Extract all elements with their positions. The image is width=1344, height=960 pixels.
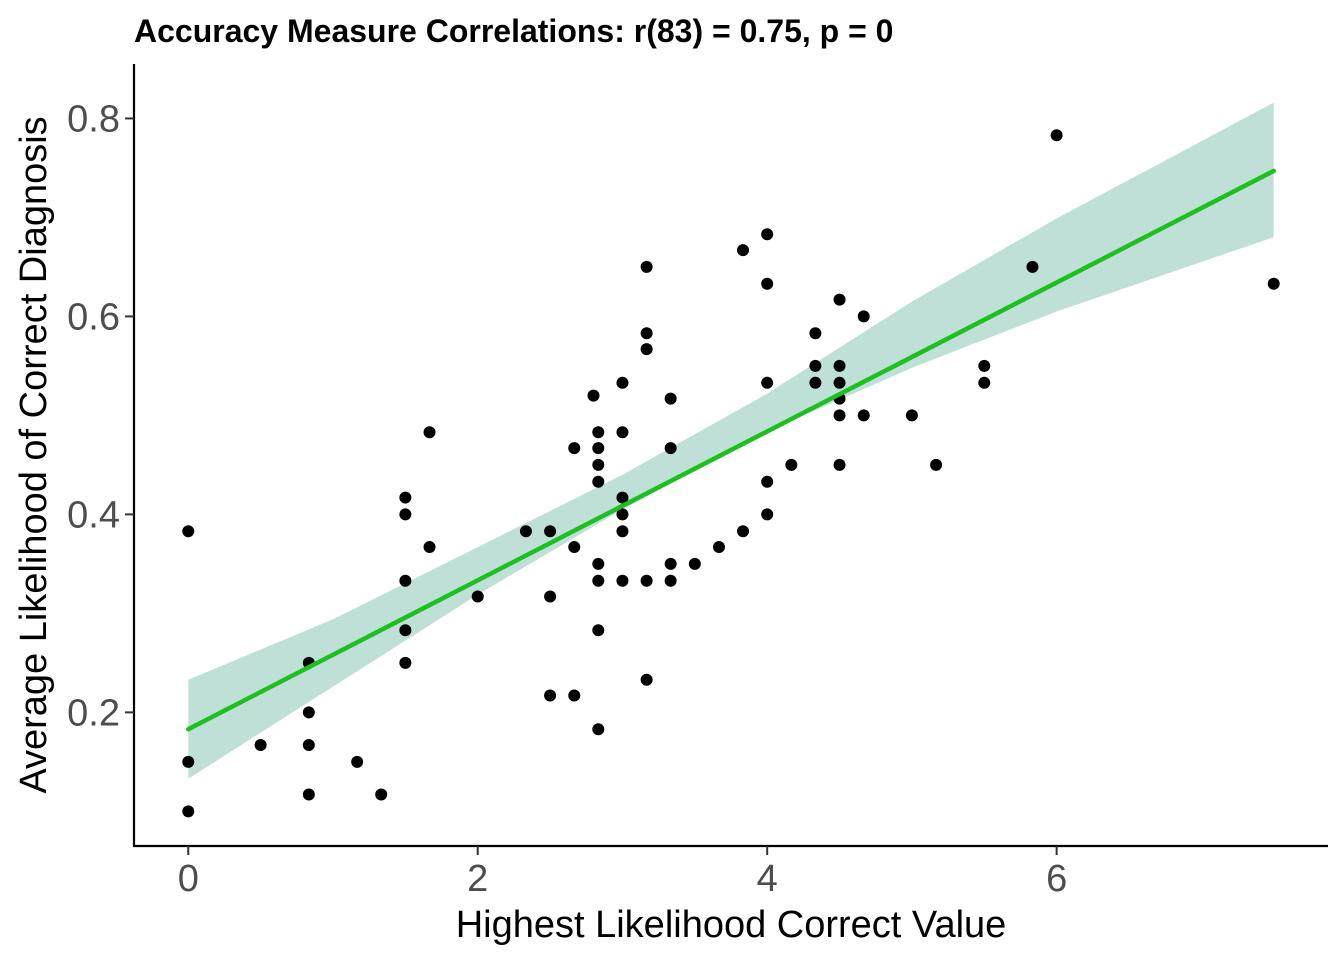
data-point bbox=[640, 260, 653, 273]
data-point bbox=[616, 574, 629, 587]
x-axis-ticks: 0 2 4 6 bbox=[178, 846, 1067, 900]
data-point bbox=[592, 458, 605, 471]
data-point bbox=[930, 458, 943, 471]
y-tick-label: 0.4 bbox=[67, 494, 120, 536]
data-point bbox=[664, 574, 677, 587]
data-point bbox=[423, 541, 436, 554]
data-point bbox=[857, 409, 870, 422]
data-point bbox=[640, 343, 653, 356]
data-point bbox=[833, 409, 846, 422]
data-point bbox=[375, 788, 388, 801]
data-point bbox=[592, 557, 605, 570]
data-point bbox=[761, 228, 774, 241]
data-point bbox=[302, 739, 315, 752]
data-point bbox=[616, 426, 629, 439]
data-point bbox=[833, 359, 846, 372]
data-point bbox=[761, 508, 774, 521]
data-point bbox=[761, 277, 774, 290]
data-point bbox=[664, 392, 677, 405]
data-point bbox=[544, 525, 557, 538]
y-axis-ticks: 0.2 0.4 0.6 0.8 bbox=[67, 98, 134, 734]
data-point bbox=[809, 359, 822, 372]
data-point bbox=[351, 755, 364, 768]
data-point bbox=[592, 442, 605, 455]
data-point bbox=[761, 475, 774, 488]
data-point bbox=[587, 389, 600, 402]
data-point bbox=[1026, 260, 1039, 273]
data-point bbox=[182, 805, 195, 818]
data-point bbox=[544, 590, 557, 603]
data-point bbox=[399, 508, 412, 521]
data-point bbox=[664, 442, 677, 455]
data-point bbox=[616, 491, 629, 504]
data-point bbox=[978, 359, 991, 372]
data-point bbox=[399, 574, 412, 587]
data-point bbox=[592, 426, 605, 439]
data-point bbox=[399, 624, 412, 637]
data-point bbox=[471, 590, 484, 603]
data-point bbox=[592, 475, 605, 488]
data-point bbox=[712, 541, 725, 554]
x-tick-label: 4 bbox=[757, 858, 778, 900]
x-tick-label: 2 bbox=[467, 858, 488, 900]
data-point bbox=[688, 557, 701, 570]
data-point bbox=[616, 508, 629, 521]
data-point bbox=[905, 409, 918, 422]
data-point bbox=[182, 755, 195, 768]
data-point bbox=[785, 458, 798, 471]
data-point bbox=[302, 706, 315, 719]
data-point bbox=[640, 673, 653, 686]
x-tick-label: 0 bbox=[178, 858, 199, 900]
data-point bbox=[182, 525, 195, 538]
data-point bbox=[568, 689, 581, 702]
data-point bbox=[592, 723, 605, 736]
confidence-band bbox=[188, 102, 1274, 779]
data-point bbox=[640, 327, 653, 340]
data-point bbox=[399, 491, 412, 504]
data-point bbox=[519, 525, 532, 538]
data-point bbox=[640, 574, 653, 587]
x-axis-label: Highest Likelihood Correct Value bbox=[456, 904, 1007, 946]
data-points bbox=[182, 129, 1280, 818]
data-point bbox=[254, 739, 267, 752]
y-tick-label: 0.2 bbox=[67, 692, 120, 734]
data-point bbox=[737, 244, 750, 257]
y-axis-label: Average Likelihood of Correct Diagnosis bbox=[13, 116, 55, 793]
data-point bbox=[833, 458, 846, 471]
data-point bbox=[978, 376, 991, 389]
data-point bbox=[737, 525, 750, 538]
y-tick-label: 0.8 bbox=[67, 98, 120, 140]
data-point bbox=[568, 442, 581, 455]
data-point bbox=[568, 541, 581, 554]
data-point bbox=[399, 656, 412, 669]
data-point bbox=[809, 327, 822, 340]
data-point bbox=[302, 788, 315, 801]
y-tick-label: 0.6 bbox=[67, 296, 120, 338]
data-point bbox=[423, 426, 436, 439]
data-point bbox=[544, 689, 557, 702]
data-point bbox=[592, 574, 605, 587]
data-point bbox=[833, 376, 846, 389]
data-point bbox=[592, 624, 605, 637]
data-point bbox=[809, 376, 822, 389]
data-point bbox=[616, 525, 629, 538]
data-point bbox=[1267, 277, 1280, 290]
data-point bbox=[1050, 129, 1063, 142]
data-point bbox=[616, 376, 629, 389]
chart-title: Accuracy Measure Correlations: r(83) = 0… bbox=[134, 13, 893, 49]
data-point bbox=[664, 557, 677, 570]
data-point bbox=[761, 376, 774, 389]
data-point bbox=[833, 293, 846, 306]
plot-area bbox=[182, 102, 1280, 818]
regression-line bbox=[186, 168, 1276, 732]
x-tick-label: 6 bbox=[1046, 858, 1067, 900]
data-point bbox=[857, 310, 870, 323]
